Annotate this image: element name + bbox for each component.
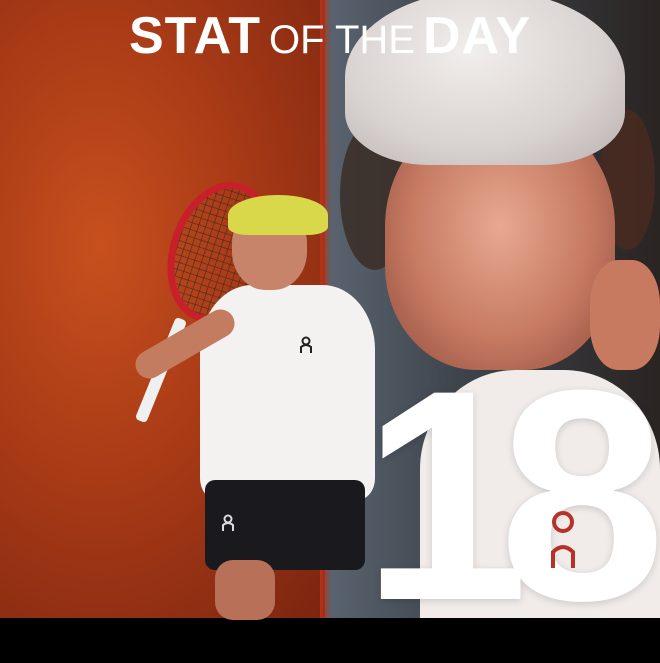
title-stat: STAT [129, 7, 262, 65]
hand-shape [590, 260, 660, 370]
on-logo-icon [551, 511, 575, 568]
on-logo-icon [222, 514, 234, 531]
title-of-the: OF THE [269, 18, 415, 62]
on-logo-icon [300, 336, 312, 353]
page-title: STAT OF THE DAY [0, 6, 660, 66]
yellow-cap [228, 195, 328, 235]
shirt-shape [420, 370, 660, 618]
leg-shape [215, 560, 275, 620]
stat-number: 18 [362, 327, 660, 663]
title-day: DAY [422, 7, 531, 65]
cap-shape [345, 0, 625, 165]
